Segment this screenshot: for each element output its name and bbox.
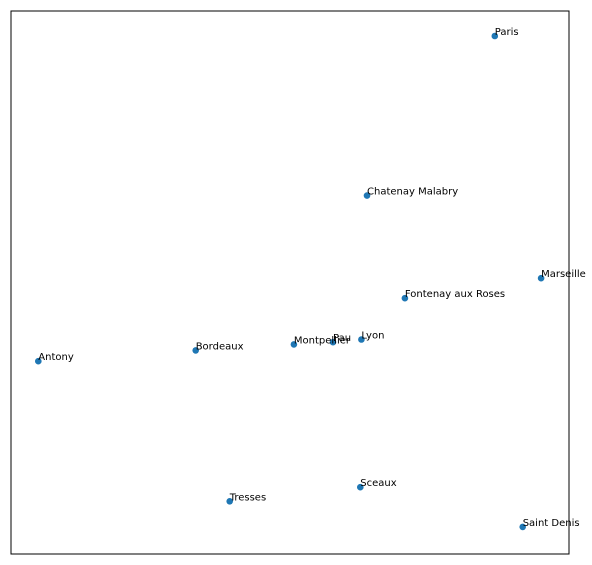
point-lyon — [358, 336, 365, 343]
point-label-marseille: Marseille — [541, 269, 586, 280]
point-saint-denis — [519, 523, 526, 531]
point-label-paris: Paris — [495, 27, 519, 38]
data-points — [35, 32, 545, 531]
point-label-montpellier: Montpellier — [294, 335, 351, 346]
point-paris — [491, 32, 499, 40]
point-label-antony: Antony — [38, 352, 74, 363]
point-label-chatenay-malabry: Chatenay Malabry — [367, 187, 458, 198]
point-label-sceaux: Sceaux — [360, 478, 396, 489]
point-label-fontenay-aux-roses: Fontenay aux Roses — [405, 289, 505, 300]
point-fontenay-aux-roses — [401, 294, 409, 302]
point-label-tresses: Tresses — [229, 492, 266, 503]
point-label-lyon: Lyon — [361, 331, 384, 342]
point-sceaux — [357, 483, 364, 491]
point-label-pau: Pau — [333, 333, 351, 344]
point-marseille — [537, 274, 545, 282]
plot-frame — [10, 10, 570, 555]
point-montpellier — [290, 341, 298, 348]
point-antony — [35, 357, 42, 365]
point-labels: Paris Chatenay Malabry Marseille Fontenay a… — [38, 27, 586, 529]
point-pau — [329, 338, 337, 346]
point-bordeaux — [192, 347, 199, 354]
point-label-bordeaux: Bordeaux — [196, 341, 244, 352]
point-chatenay-malabry — [363, 192, 371, 199]
point-label-saint-denis: Saint Denis — [523, 518, 580, 529]
point-tresses — [226, 498, 233, 505]
